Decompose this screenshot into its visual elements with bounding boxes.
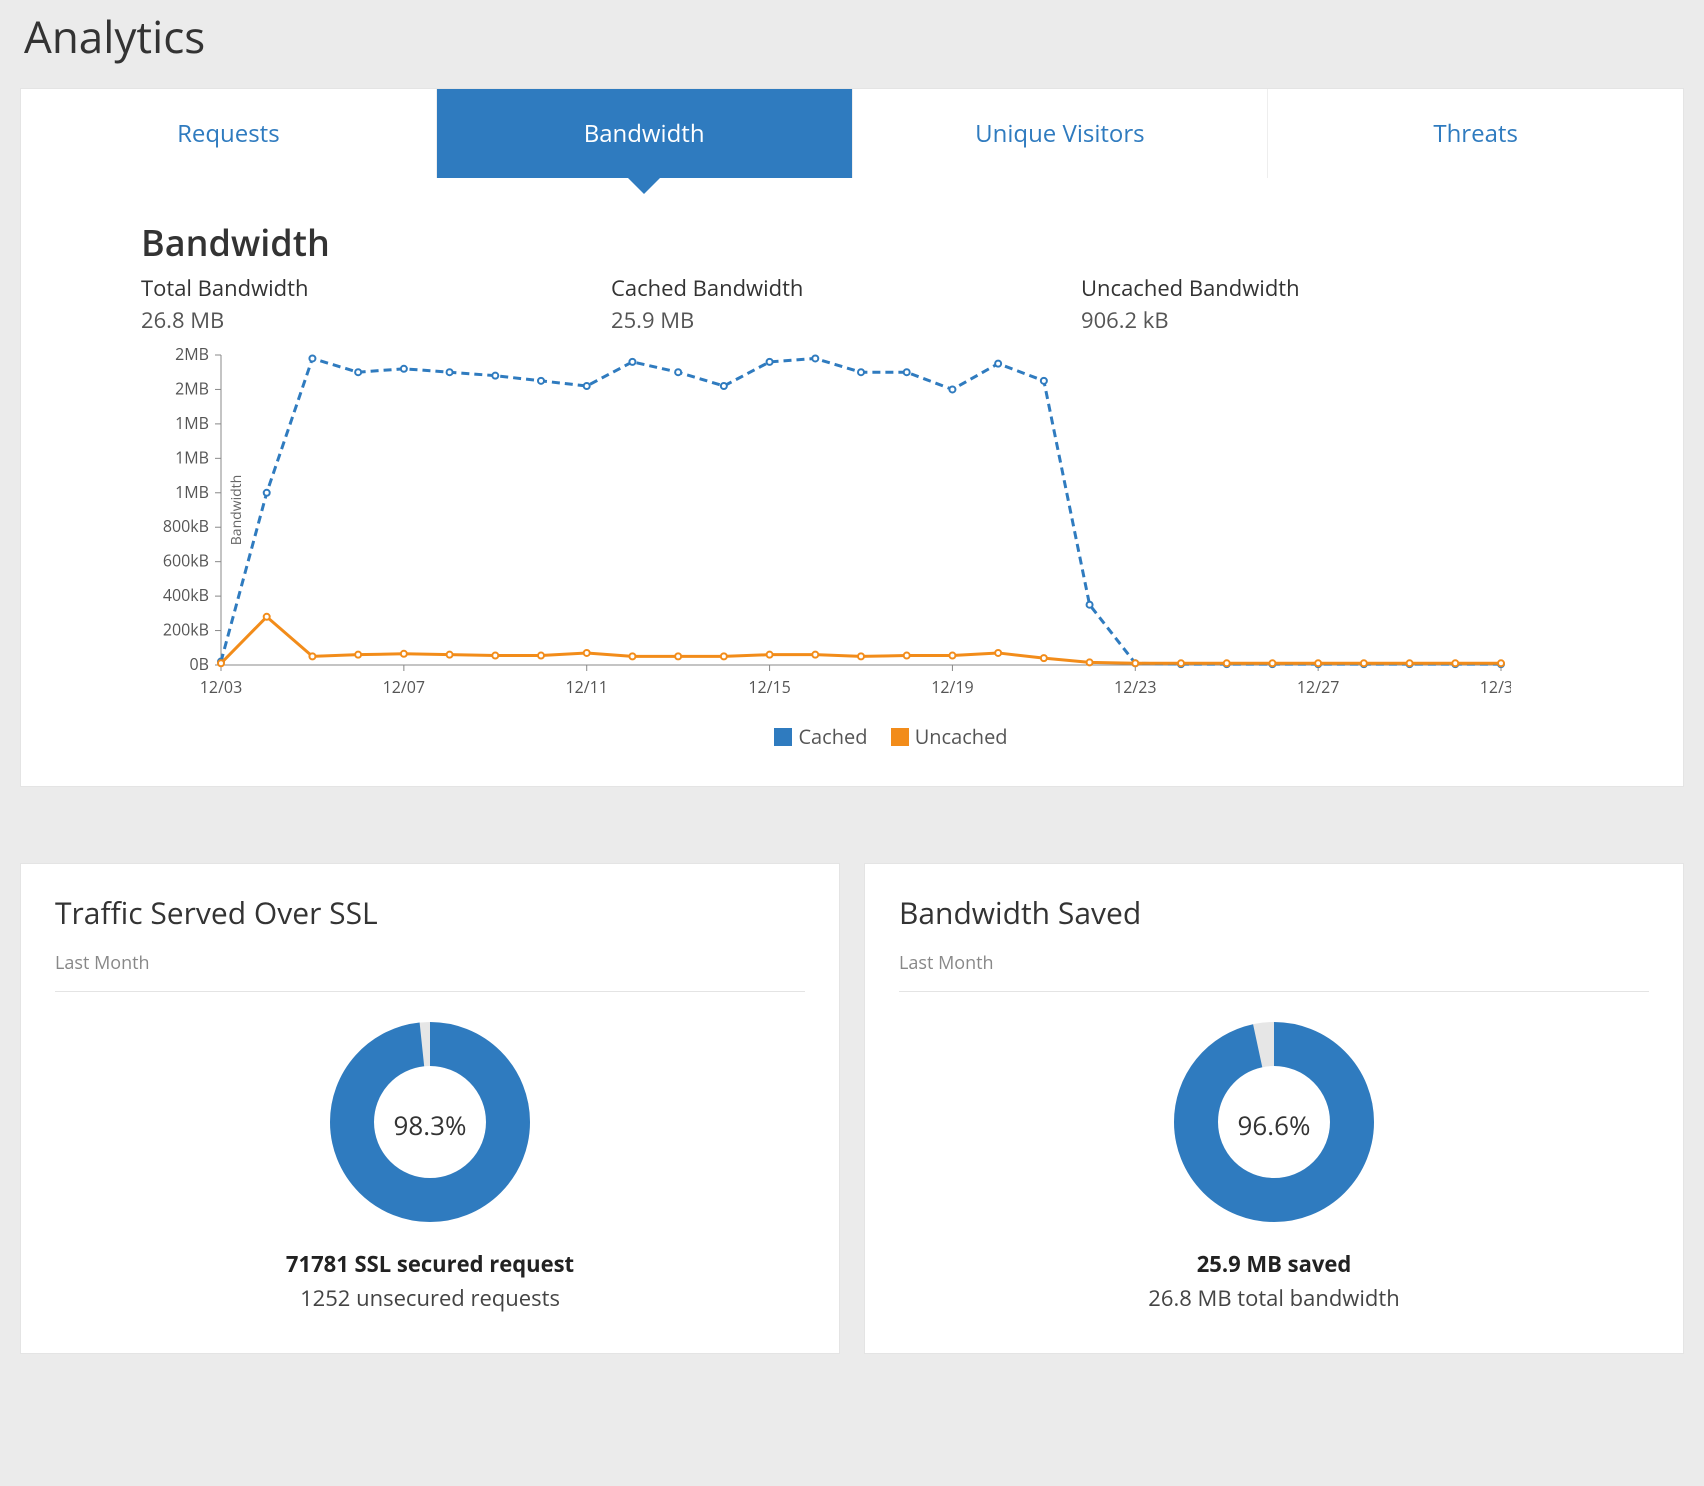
tab-requests[interactable]: Requests xyxy=(21,89,437,178)
bw-saved-subtitle: Last Month xyxy=(899,951,1649,992)
tab-bandwidth[interactable]: Bandwidth xyxy=(437,89,853,178)
ssl-donut-pct: 98.3% xyxy=(330,1022,530,1227)
svg-text:12/27: 12/27 xyxy=(1297,676,1339,698)
bw-saved-line1: 25.9 MB saved xyxy=(899,1249,1649,1279)
tabs: Requests Bandwidth Unique Visitors Threa… xyxy=(21,89,1683,178)
uncached-bandwidth-value: 906.2 kB xyxy=(1081,305,1481,335)
svg-text:800kB: 800kB xyxy=(163,515,209,537)
section-title: Bandwidth xyxy=(141,218,1623,267)
legend-cached: Cached xyxy=(798,723,867,750)
svg-text:Bandwidth: Bandwidth xyxy=(227,475,246,546)
ssl-card-subtitle: Last Month xyxy=(55,951,805,992)
svg-text:400kB: 400kB xyxy=(163,584,209,606)
bw-saved-donut-pct: 96.6% xyxy=(1174,1022,1374,1227)
ssl-card: Traffic Served Over SSL Last Month 98.3%… xyxy=(20,863,840,1354)
page-title: Analytics xyxy=(20,0,1684,88)
ssl-card-title: Traffic Served Over SSL xyxy=(55,892,805,933)
svg-text:12/07: 12/07 xyxy=(383,676,425,698)
chart-legend: Cached Uncached xyxy=(141,715,1623,766)
total-bandwidth-value: 26.8 MB xyxy=(141,305,611,335)
uncached-bandwidth-label: Uncached Bandwidth xyxy=(1081,273,1481,303)
svg-text:12/23: 12/23 xyxy=(1114,676,1156,698)
svg-text:600kB: 600kB xyxy=(163,550,209,572)
bw-saved-card: Bandwidth Saved Last Month 96.6% 25.9 MB… xyxy=(864,863,1684,1354)
svg-text:12/19: 12/19 xyxy=(931,676,973,698)
ssl-line2: 1252 unsecured requests xyxy=(55,1283,805,1313)
cached-bandwidth-label: Cached Bandwidth xyxy=(611,273,1081,303)
svg-text:1MB: 1MB xyxy=(175,446,209,468)
legend-uncached: Uncached xyxy=(915,723,1008,750)
tab-threats[interactable]: Threats xyxy=(1268,89,1683,178)
svg-text:12/31: 12/31 xyxy=(1480,676,1511,698)
svg-text:1MB: 1MB xyxy=(175,481,209,503)
analytics-panel: Requests Bandwidth Unique Visitors Threa… xyxy=(20,88,1684,787)
svg-text:200kB: 200kB xyxy=(163,619,209,641)
total-bandwidth-label: Total Bandwidth xyxy=(141,273,611,303)
svg-text:2MB: 2MB xyxy=(175,377,209,399)
svg-text:2MB: 2MB xyxy=(175,345,209,365)
svg-text:12/11: 12/11 xyxy=(565,676,607,698)
bandwidth-stats: Total Bandwidth 26.8 MB Cached Bandwidth… xyxy=(141,273,1623,335)
bw-saved-title: Bandwidth Saved xyxy=(899,892,1649,933)
ssl-line1: 71781 SSL secured request xyxy=(55,1249,805,1279)
bandwidth-chart: 0B 200kB 400kB 600kB 800kB 1MB 1MB 1MB 2MB 2MB Ban… xyxy=(111,345,1511,715)
cached-bandwidth-value: 25.9 MB xyxy=(611,305,1081,335)
ssl-donut: 98.3% xyxy=(330,1022,530,1227)
svg-text:12/15: 12/15 xyxy=(748,676,790,698)
bw-saved-line2: 26.8 MB total bandwidth xyxy=(899,1283,1649,1313)
tab-unique-visitors[interactable]: Unique Visitors xyxy=(853,89,1269,178)
svg-text:1MB: 1MB xyxy=(175,412,209,434)
svg-text:0B: 0B xyxy=(190,653,209,675)
bw-saved-donut: 96.6% xyxy=(1174,1022,1374,1227)
svg-text:12/03: 12/03 xyxy=(200,676,242,698)
